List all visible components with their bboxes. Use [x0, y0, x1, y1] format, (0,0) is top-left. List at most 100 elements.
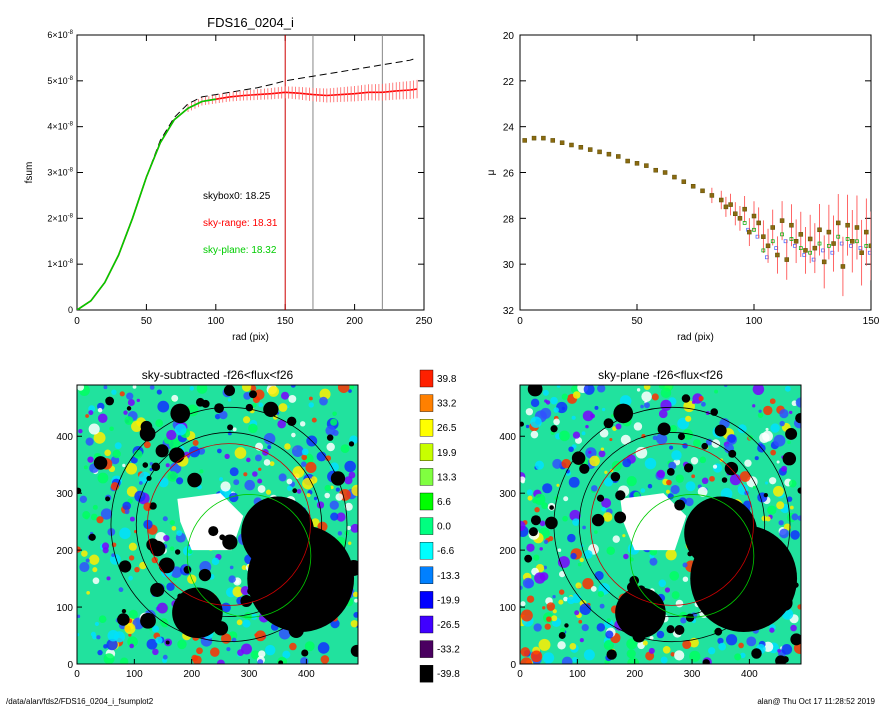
star-mask — [674, 625, 685, 635]
star-mask — [591, 513, 605, 527]
noise-blob — [544, 623, 551, 630]
noise-blob — [682, 640, 692, 650]
noise-blob — [119, 527, 131, 540]
noise-blob — [746, 636, 757, 647]
y-tick-label: 0 — [67, 660, 73, 671]
data-point — [821, 259, 827, 265]
noise-blob — [304, 641, 315, 652]
star-mask — [530, 515, 541, 526]
star-mask — [702, 659, 710, 664]
noise-blob — [776, 460, 780, 464]
data-point — [756, 220, 761, 226]
y-tick-label: 30 — [503, 260, 515, 271]
noise-blob — [127, 636, 138, 648]
noise-blob — [86, 590, 90, 595]
noise-blob — [106, 576, 111, 581]
noise-blob — [591, 485, 598, 492]
sky-plane-image-panel: sky-plane -f26<flux<f26 0 100 200 300 400 0 100… — [499, 368, 802, 680]
star-mask — [677, 432, 686, 441]
noise-blob — [603, 639, 614, 651]
star-mask — [614, 511, 627, 524]
noise-blob — [594, 530, 598, 534]
noise-blob — [594, 405, 599, 410]
star-mask — [165, 640, 170, 645]
aperture-ellipse-outer — [110, 406, 348, 643]
star-mask — [121, 608, 127, 614]
data-point — [779, 218, 785, 223]
noise-blob — [752, 404, 756, 408]
data-point-sky-plane — [855, 239, 859, 244]
plot-frame — [519, 34, 872, 311]
aperture-ellipse-inner — [578, 432, 766, 617]
y-tick-label: 22 — [503, 77, 515, 88]
galaxy-mask — [172, 587, 223, 639]
noise-blob — [112, 449, 121, 459]
noise-blob — [520, 585, 523, 590]
noise-blob — [344, 460, 356, 473]
chart-title: FDS16_0204_i — [207, 15, 294, 30]
data-point — [723, 204, 729, 210]
noise-blob — [241, 385, 252, 392]
star-mask — [528, 527, 538, 537]
star-mask — [666, 468, 675, 476]
data-point — [718, 197, 724, 203]
noise-blob — [577, 562, 582, 567]
noise-blob — [525, 408, 533, 416]
aperture-ellipse-red — [147, 443, 311, 606]
surface-brightness-panel: 0 50 100 150 rad (pix) 20 22 24 26 28 30 32 μ — [486, 31, 880, 343]
star-mask — [223, 385, 236, 396]
noise-blob — [597, 591, 604, 598]
data-point — [854, 225, 860, 230]
noise-blob — [317, 642, 330, 654]
y-tick-mantissa: 4×10 — [47, 122, 67, 132]
noise-blob — [176, 530, 183, 536]
noise-blob — [124, 622, 136, 635]
x-tick-label: 300 — [241, 669, 258, 680]
noise-blob — [589, 455, 600, 467]
noise-blob — [599, 603, 605, 609]
star-mask — [155, 444, 169, 458]
data-point-sky-plane — [798, 246, 803, 250]
noise-blob — [610, 414, 615, 418]
noise-blob — [572, 518, 580, 526]
colorbar-label: -39.8 — [437, 669, 460, 680]
noise-blob — [348, 541, 352, 545]
noise-blob — [252, 402, 257, 408]
colorbar-label: 0.0 — [437, 522, 451, 533]
y-tick-label: 400 — [56, 432, 73, 443]
noise-blob — [791, 513, 799, 521]
noise-blob — [689, 650, 701, 662]
y-tick-label: 0 — [510, 660, 516, 671]
noise-blob — [199, 469, 204, 474]
noise-blob — [752, 385, 765, 396]
noise-blob — [109, 426, 114, 432]
data-point — [662, 170, 668, 175]
noise-blob — [330, 619, 340, 629]
star-mask — [105, 496, 111, 502]
noise-blob — [228, 492, 239, 503]
noise-blob — [649, 635, 654, 640]
y-tick-mantissa: 0 — [68, 305, 73, 315]
noise-blob — [158, 477, 169, 488]
data-point-sky-plane — [789, 237, 794, 241]
noise-blob — [114, 442, 122, 450]
noise-blob — [561, 393, 568, 400]
noise-blob — [575, 582, 582, 589]
star-mask — [685, 613, 695, 622]
noise-blob — [242, 416, 251, 424]
noise-blob — [535, 460, 544, 470]
y-tick-mantissa: 3×10 — [47, 168, 67, 178]
star-mask — [710, 408, 719, 416]
noise-blob — [563, 496, 569, 502]
noise-blob — [562, 515, 568, 522]
noise-blob — [146, 638, 158, 650]
noise-blob — [263, 459, 271, 466]
colorbar-label: 13.3 — [437, 472, 457, 483]
noise-blob — [649, 557, 658, 566]
noise-blob — [606, 546, 616, 556]
noise-blob — [344, 502, 353, 511]
noise-blob — [265, 489, 272, 495]
colorbar-label: 33.2 — [437, 399, 457, 410]
star-mask — [93, 456, 108, 470]
